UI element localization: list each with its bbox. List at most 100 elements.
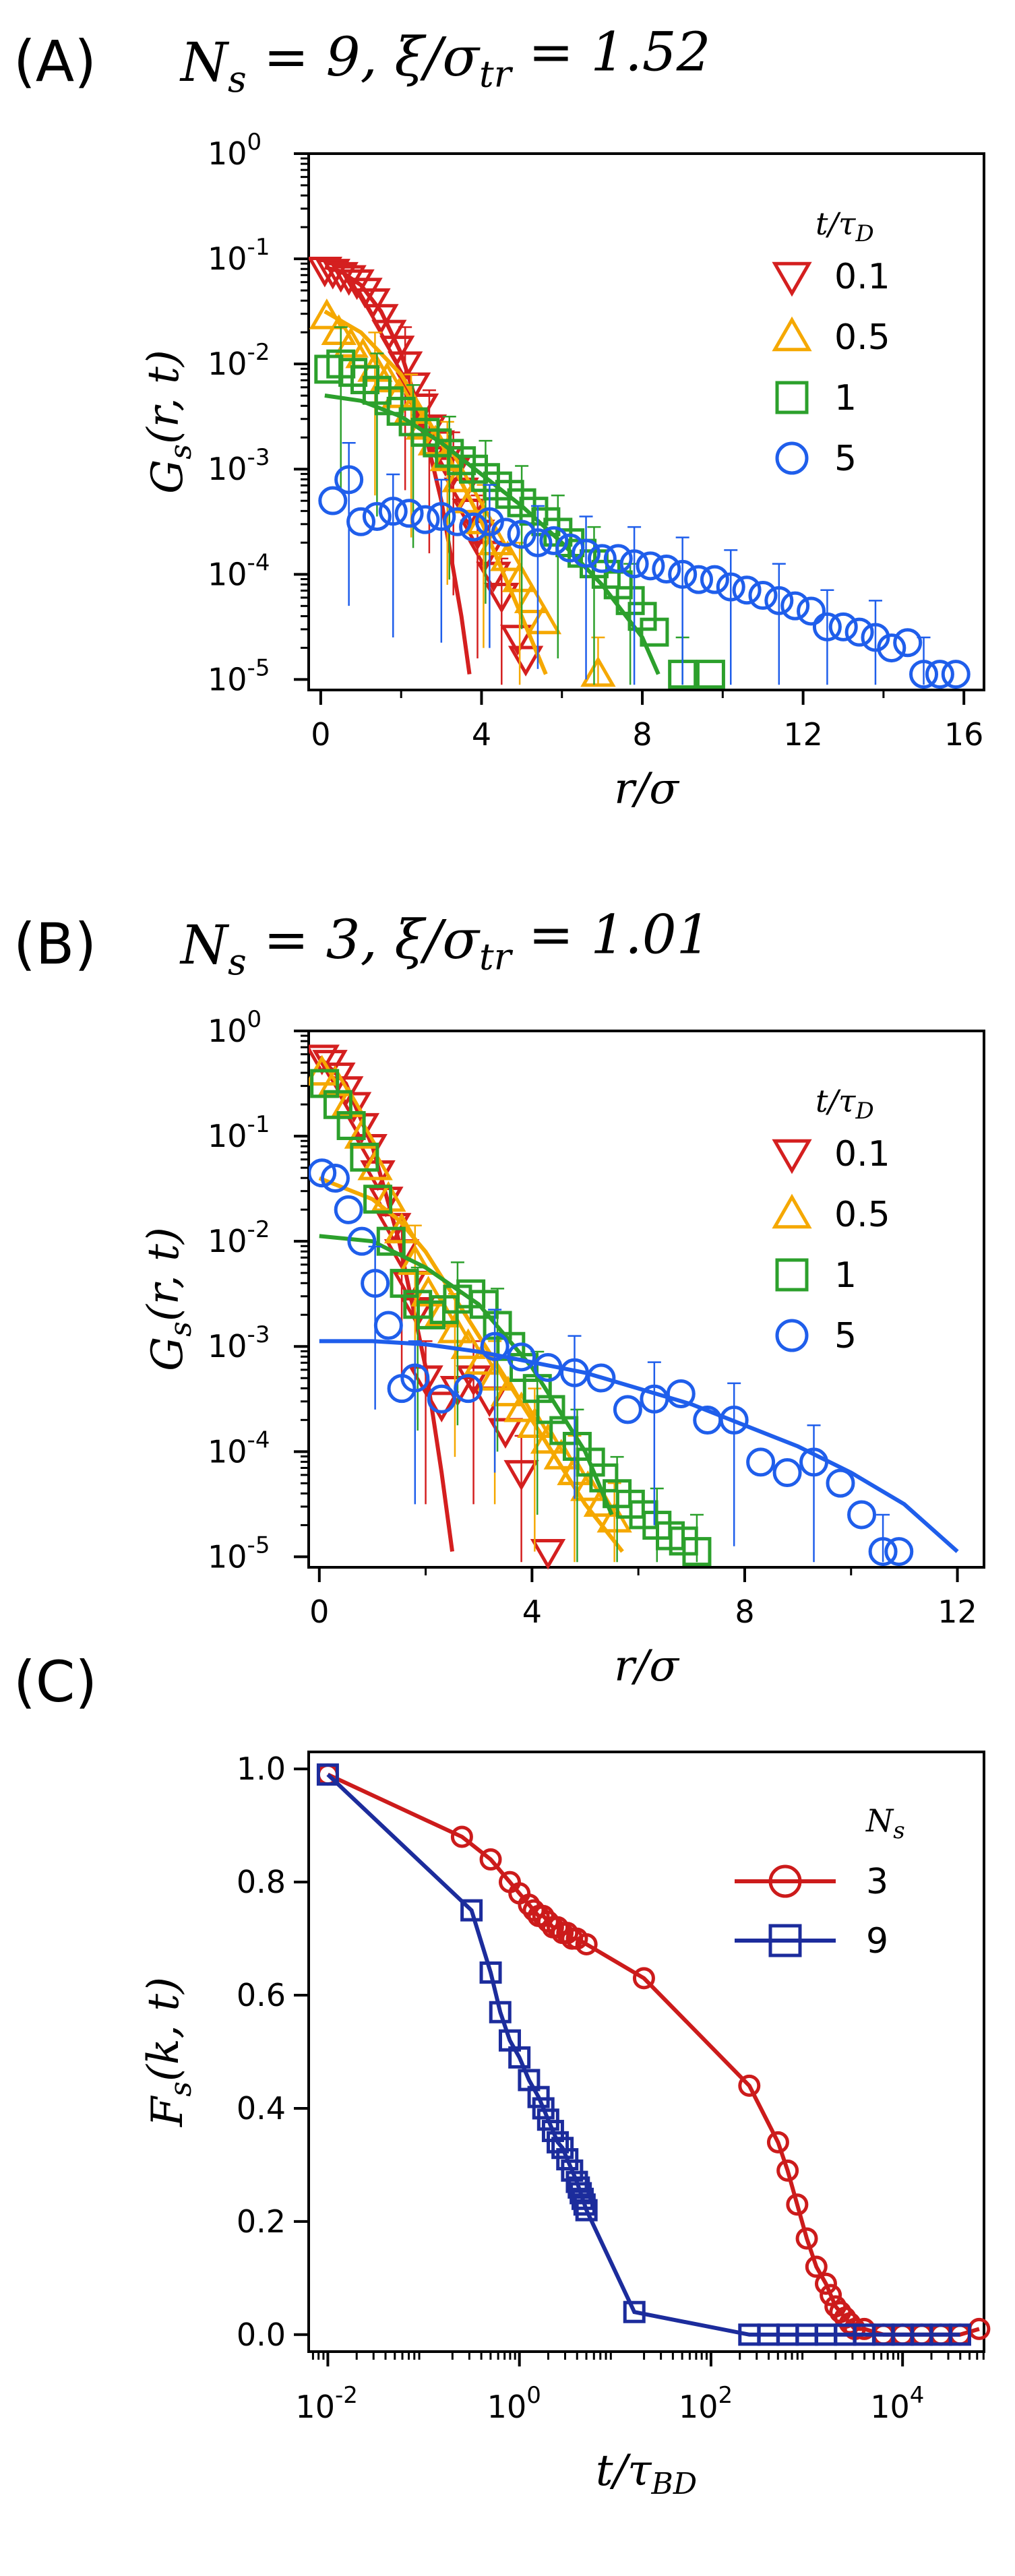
- y-tick-label: 100: [208, 129, 262, 172]
- data-point: [575, 1933, 598, 1955]
- x-tick-base: 10: [870, 2389, 910, 2425]
- x-axis-title-subscript: BD: [651, 2467, 698, 2501]
- y-tick-base: 10: [208, 1538, 247, 1575]
- data-point: [668, 559, 698, 589]
- series-1: [314, 326, 725, 689]
- legend-marker-9: [768, 1924, 802, 1957]
- panel-c: (C)0.00.20.40.60.81.010-2 100 102 104t/τBDF…: [13, 1649, 991, 2501]
- data-point: [619, 549, 649, 579]
- series-3: [316, 1763, 991, 2346]
- data-point: [877, 633, 906, 663]
- data-point: [474, 507, 504, 536]
- x-tick-label: 12: [937, 1594, 977, 1630]
- legend-title-part: t/τ: [816, 1083, 857, 1119]
- data-point: [508, 2046, 531, 2069]
- panel-title-subscript: s: [228, 941, 247, 983]
- data-point: [570, 1470, 606, 1501]
- data-point: [732, 575, 762, 605]
- y-axis-title: Gs(r, t): [139, 1227, 198, 1371]
- data-point: [381, 377, 417, 408]
- data-point: [441, 461, 477, 493]
- data-point: [507, 646, 544, 677]
- data-point: [795, 2227, 818, 2250]
- data-point: [371, 1181, 406, 1212]
- data-point: [820, 2284, 842, 2306]
- y-axis-title: Fs(k, t): [139, 1977, 198, 2127]
- data-point: [587, 544, 617, 573]
- x-tick-base: 10: [295, 2389, 335, 2425]
- panel-title: Ns = 3, ξ/σtr = 1.01: [179, 903, 711, 983]
- data-point: [507, 1342, 536, 1372]
- y-tick-base: 10: [208, 241, 247, 277]
- data-point: [443, 507, 472, 536]
- y-axis-title-subscript: s: [164, 444, 198, 460]
- legend-marker-3: [768, 1864, 802, 1898]
- x-tick-label: 8: [632, 716, 652, 753]
- data-point: [450, 1328, 486, 1359]
- data-point: [464, 1344, 499, 1375]
- x-tick-label: 10-2: [295, 2382, 357, 2425]
- legend-marker-5: [775, 1319, 809, 1352]
- data-point: [884, 1537, 914, 1567]
- data-point: [459, 512, 489, 542]
- data-point: [318, 486, 348, 515]
- y-tick-base: 10: [208, 556, 247, 592]
- data-point: [507, 520, 536, 549]
- plot-frame: [307, 152, 985, 691]
- legend-title: Ns: [865, 1802, 905, 1844]
- y-tick-base: 10: [208, 451, 247, 487]
- plot-frame: [307, 1751, 985, 2353]
- data-point: [378, 497, 408, 526]
- data-point: [373, 1311, 403, 1340]
- x-tick-label: 0: [309, 1594, 329, 1630]
- data-point: [479, 1961, 502, 1984]
- y-tick-exponent: -2: [247, 1216, 270, 1243]
- series-5: [318, 441, 971, 689]
- data-point: [491, 517, 520, 547]
- panel-label: (A): [13, 28, 96, 94]
- data-point: [684, 565, 714, 594]
- data-point: [479, 1848, 502, 1871]
- data-point: [640, 1384, 669, 1414]
- x-axis-ticks: 0 4 8 12 16: [311, 690, 983, 753]
- data-point: [797, 596, 826, 626]
- panel-title-subscript: s: [228, 58, 247, 100]
- y-tick-exponent: -1: [247, 1111, 270, 1138]
- x-axis-title: t/τBD: [596, 2446, 697, 2501]
- legend: t/τD 0.1 0.5 1 5: [772, 1083, 890, 1356]
- y-tick-label: 10-4: [208, 549, 270, 592]
- data-point: [716, 572, 745, 602]
- x-tick-label: 4: [472, 716, 491, 753]
- legend-title-part: N: [865, 1802, 894, 1839]
- data-point: [323, 261, 359, 293]
- y-tick-label: 0.2: [237, 2203, 286, 2240]
- data-point: [632, 1967, 655, 1990]
- data-point: [321, 314, 357, 345]
- data-point: [828, 612, 858, 641]
- data-point: [454, 1374, 483, 1404]
- data-point: [766, 2131, 789, 2154]
- data-point: [567, 2176, 590, 2199]
- y-tick-exponent: 0: [247, 1006, 262, 1033]
- data-point: [613, 1395, 642, 1424]
- panel-title-subscript: tr: [479, 935, 514, 978]
- data-point: [844, 617, 874, 647]
- data-point: [490, 540, 526, 571]
- y-tick-exponent: -5: [247, 654, 270, 681]
- data-point: [738, 2074, 761, 2097]
- fit-line: [319, 1339, 959, 1553]
- y-tick-exponent: -3: [247, 444, 270, 471]
- data-point: [339, 269, 375, 301]
- y-axis-title-subscript: s: [164, 1321, 198, 1337]
- data-point: [331, 1086, 367, 1117]
- y-tick-exponent: -1: [247, 234, 270, 261]
- legend-title-subscript: s: [893, 1817, 904, 1844]
- legend-title: t/τD: [816, 1083, 874, 1125]
- data-point: [336, 1092, 372, 1123]
- data-point: [526, 603, 562, 635]
- legend-label: 0.1: [834, 257, 890, 297]
- series-line: [327, 1772, 980, 2337]
- y-axis-title-part: (r, t): [139, 350, 189, 444]
- data-point: [533, 1352, 563, 1382]
